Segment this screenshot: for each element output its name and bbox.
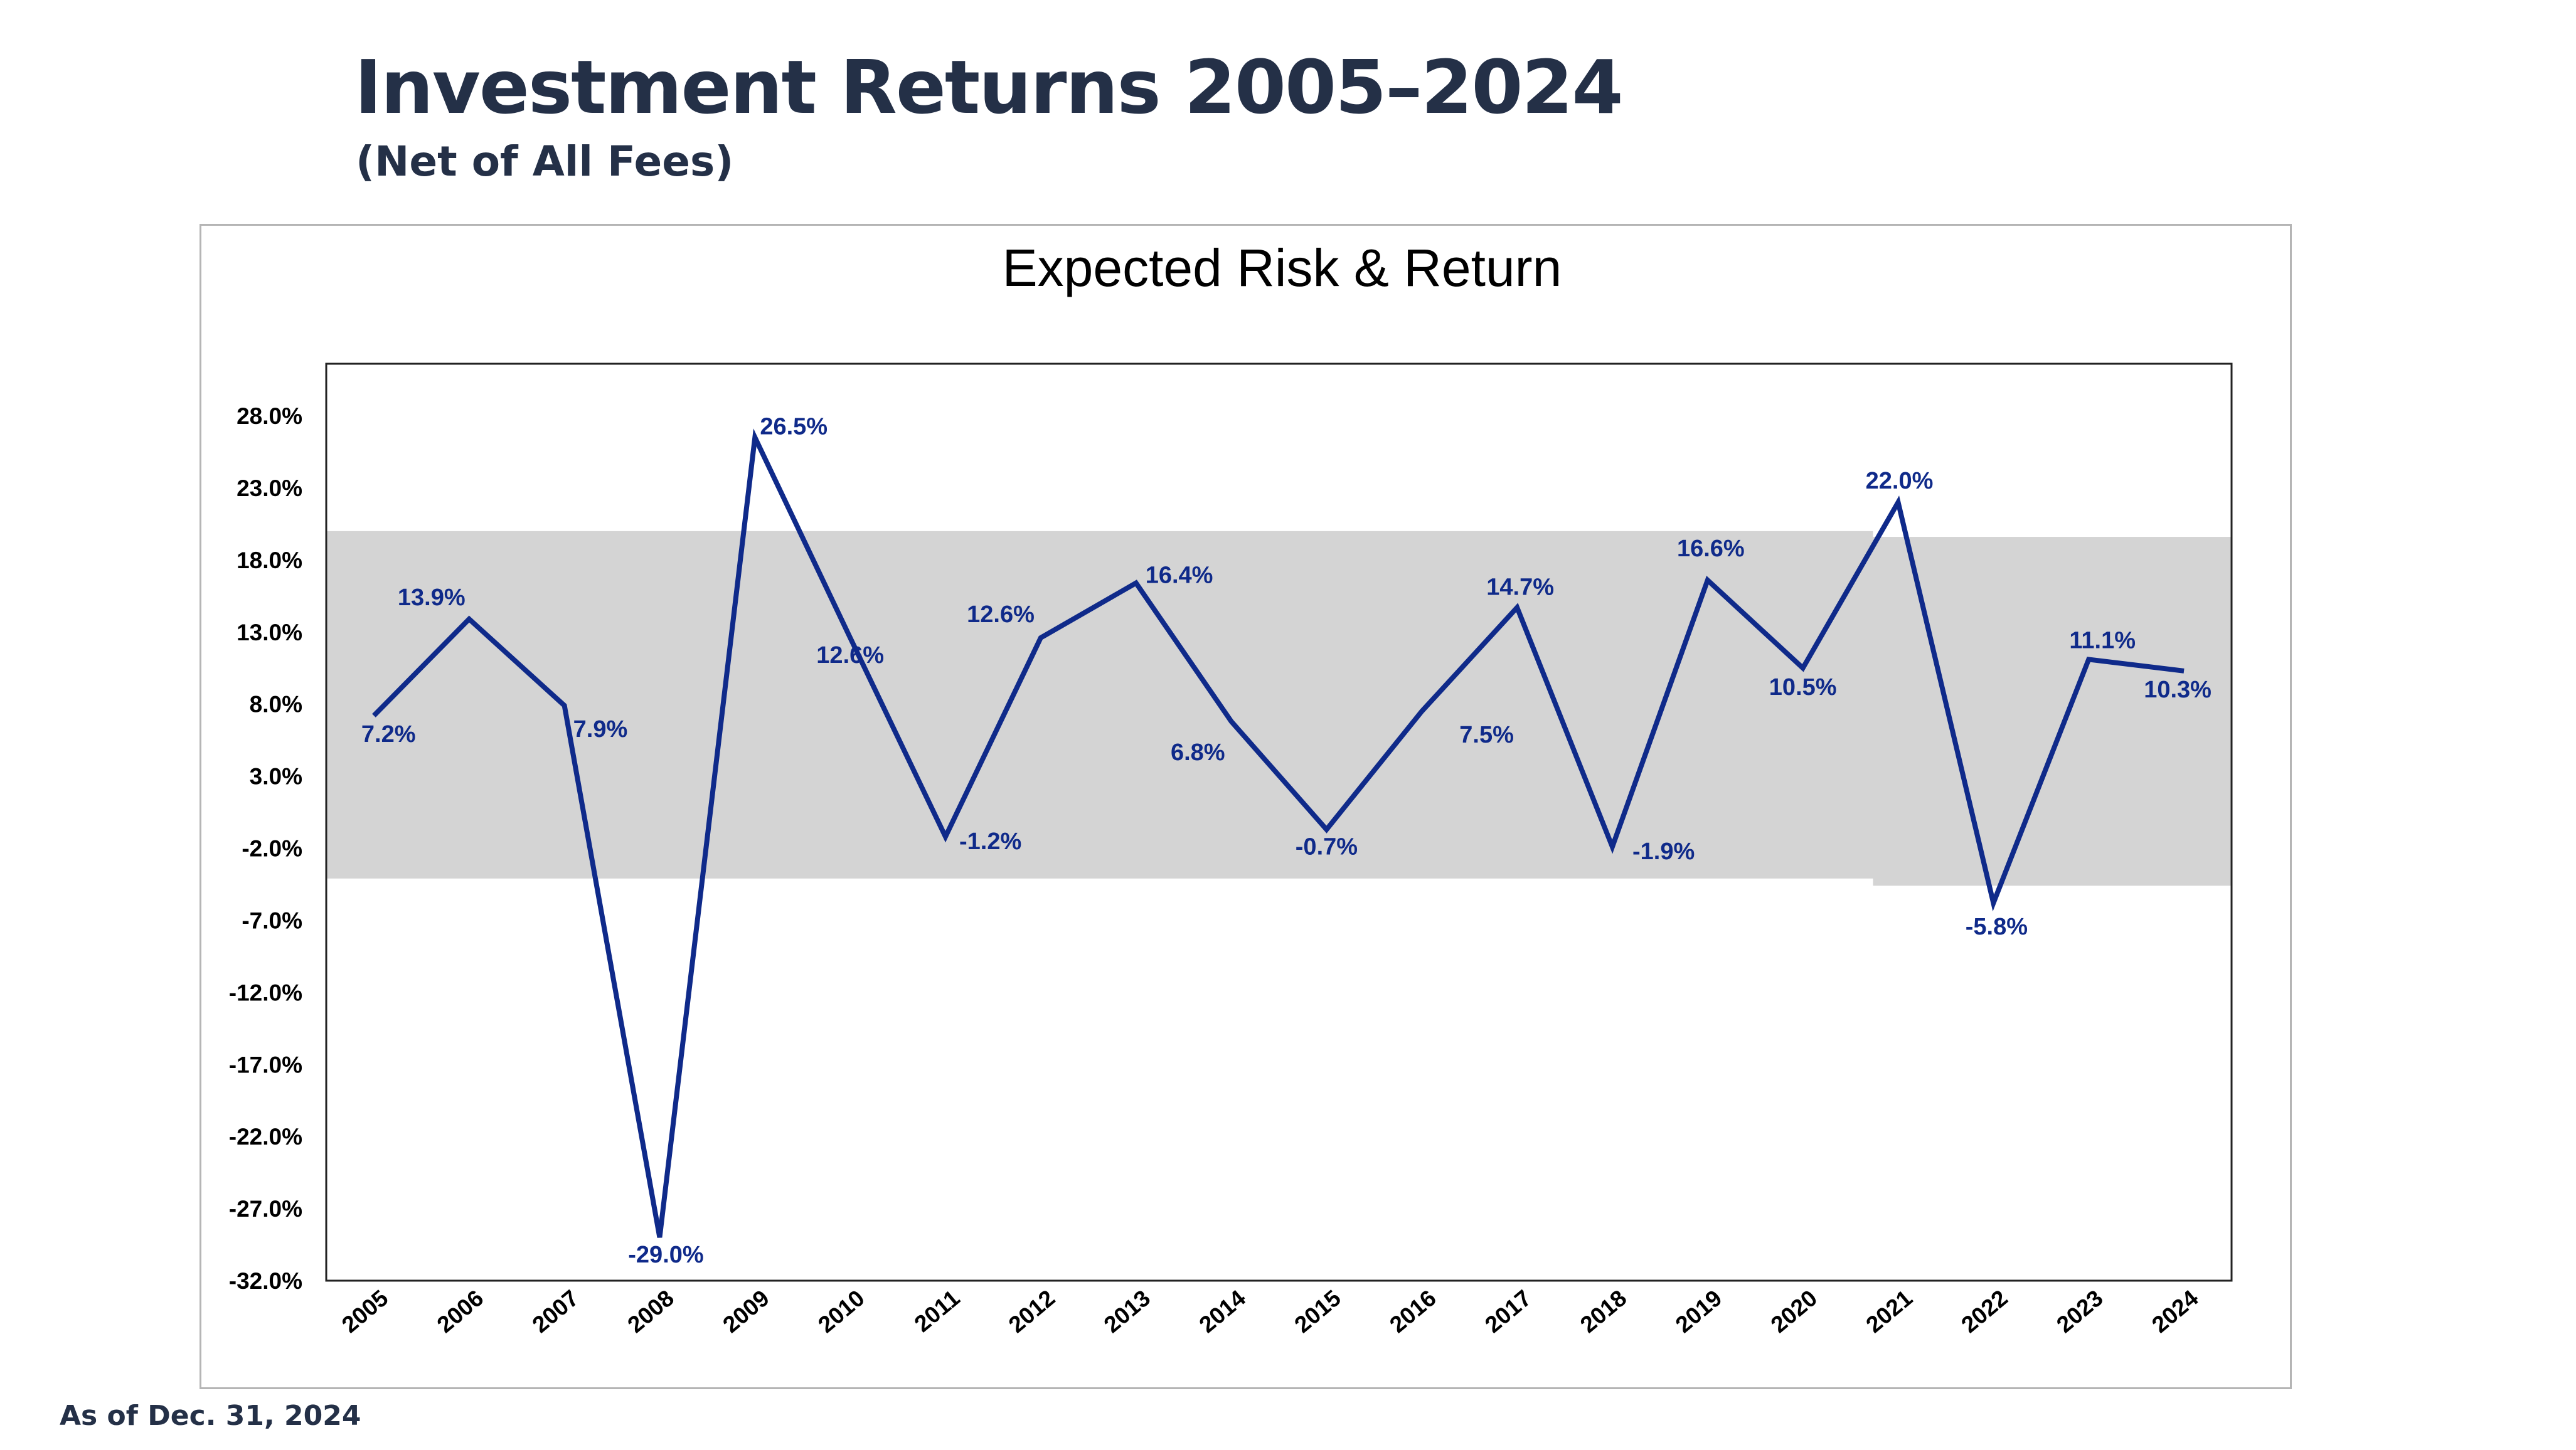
x-tick-label: 2011	[910, 1285, 965, 1337]
data-label: -29.0%	[628, 1242, 703, 1268]
page-subtitle: (Net of All Fees)	[356, 137, 734, 186]
x-tick-label: 2023	[2052, 1285, 2107, 1338]
data-label: 7.5%	[1459, 722, 1514, 748]
x-tick-label: 2013	[1099, 1285, 1155, 1338]
data-label: 22.0%	[1866, 468, 1934, 494]
y-tick-label: -27.0%	[229, 1196, 302, 1222]
series-line	[372, 428, 2185, 1238]
x-tick-label: 2010	[813, 1285, 869, 1338]
y-tick-label: -12.0%	[229, 980, 302, 1005]
data-label: 12.6%	[816, 642, 884, 669]
y-tick-label: 18.0%	[237, 548, 302, 573]
x-tick-label: 2012	[1004, 1285, 1060, 1338]
expected-range-band	[326, 531, 1873, 879]
x-tick-label: 2020	[1766, 1285, 1822, 1338]
y-tick-label: -17.0%	[229, 1052, 302, 1077]
data-label: 6.8%	[1171, 739, 1225, 766]
data-label: 16.4%	[1146, 563, 1213, 589]
x-tick-label: 2007	[528, 1285, 583, 1338]
x-tick-label: 2015	[1289, 1285, 1345, 1338]
chart-container: Expected Risk & Return 28.0% 23.0% 18.0% 13…	[200, 224, 2292, 1389]
y-tick-label: -32.0%	[229, 1268, 302, 1294]
data-label: 13.9%	[398, 585, 466, 611]
chart-title: Expected Risk & Return	[1003, 238, 1562, 297]
y-tick-label: 28.0%	[237, 403, 302, 429]
x-tick-label: 2005	[337, 1285, 393, 1338]
data-label: 12.6%	[967, 601, 1035, 628]
x-tick-label: 2006	[432, 1285, 488, 1338]
y-tick-label: 23.0%	[237, 475, 302, 501]
x-tick-label: 2024	[2147, 1285, 2203, 1338]
series-returns	[372, 428, 2185, 1238]
data-label: -5.8%	[1966, 914, 2028, 940]
data-label: 7.9%	[573, 716, 628, 743]
data-label: -1.9%	[1632, 839, 1695, 865]
plot-area-border	[325, 362, 2233, 1282]
x-tick-label: 2022	[1956, 1285, 2012, 1338]
data-label: -1.2%	[959, 828, 1021, 855]
x-tick-label: 2021	[1861, 1285, 1917, 1338]
y-axis-tick-labels: 28.0% 23.0% 18.0% 13.0% 8.0% 3.0% -2.0% -7.0% -1…	[229, 403, 302, 1294]
y-tick-label: -7.0%	[242, 908, 302, 933]
data-label: -0.7%	[1296, 834, 1358, 860]
x-tick-label: 2016	[1385, 1285, 1440, 1338]
y-tick-label: 3.0%	[250, 764, 302, 790]
y-tick-label: 8.0%	[250, 692, 302, 717]
y-tick-label: 13.0%	[237, 620, 302, 645]
data-label: 10.3%	[2144, 677, 2211, 703]
x-tick-label: 2017	[1480, 1285, 1536, 1338]
x-tick-label: 2019	[1671, 1285, 1727, 1338]
data-label: 7.2%	[361, 721, 416, 748]
data-labels: 7.2% 13.9% 7.9% -29.0% 26.5% 12.6% -1.2% 12.6% 1…	[361, 413, 2211, 1268]
x-tick-label: 2018	[1575, 1285, 1631, 1338]
x-axis-tick-labels: 2005 2006 2007 2008 2009 2010 2011 2012 2013 2014…	[337, 1285, 2203, 1338]
data-label: 16.6%	[1677, 536, 1745, 562]
data-label: 14.7%	[1486, 574, 1554, 601]
line-chart: Expected Risk & Return 28.0% 23.0% 18.0% 13…	[229, 238, 2233, 1338]
x-tick-label: 2008	[623, 1285, 679, 1338]
data-label: 11.1%	[2069, 627, 2136, 654]
page-title: Investment Returns 2005–2024	[354, 44, 1624, 130]
data-label: 26.5%	[760, 413, 828, 440]
expected-range-band	[1873, 537, 2232, 886]
data-label: 10.5%	[1769, 674, 1837, 701]
x-tick-label: 2009	[718, 1285, 774, 1338]
x-tick-label: 2014	[1195, 1285, 1251, 1338]
as-of-footnote: As of Dec. 31, 2024	[60, 1400, 361, 1432]
y-tick-label: -2.0%	[242, 836, 302, 862]
y-tick-label: -22.0%	[229, 1124, 302, 1150]
